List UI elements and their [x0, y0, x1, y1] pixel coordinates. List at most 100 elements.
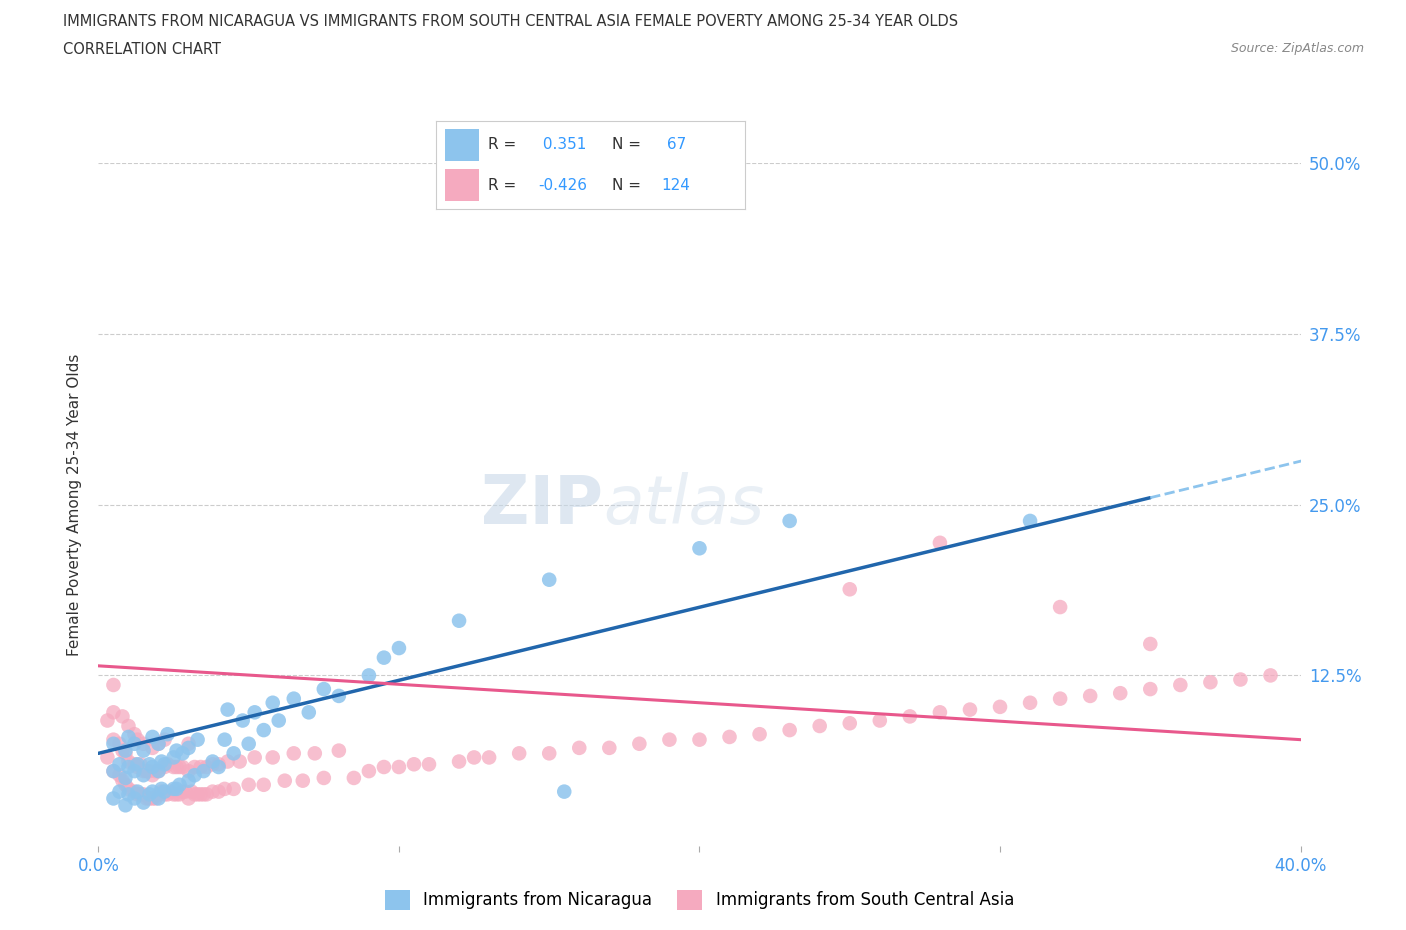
Point: [127, 784, 149, 799]
Point: [180, 784, 202, 799]
Point: [172, 746, 194, 761]
Point: [132, 764, 155, 778]
Point: [193, 764, 215, 778]
Point: [124, 784, 146, 799]
Point: [169, 777, 191, 792]
Point: [117, 719, 139, 734]
Point: [153, 732, 176, 747]
Point: [141, 768, 163, 783]
Text: atlas: atlas: [603, 472, 765, 538]
Point: [1049, 691, 1071, 706]
Point: [108, 757, 131, 772]
Point: [283, 691, 305, 706]
Text: N =: N =: [612, 138, 645, 153]
Point: [283, 746, 305, 761]
Point: [201, 754, 224, 769]
Point: [388, 641, 411, 656]
Point: [304, 746, 326, 761]
Point: [1260, 668, 1282, 683]
Point: [190, 760, 212, 775]
Point: [148, 737, 170, 751]
Point: [127, 787, 149, 802]
Text: R =: R =: [488, 138, 522, 153]
Point: [124, 726, 146, 741]
Point: [135, 764, 157, 778]
Bar: [446, 169, 479, 201]
Point: [153, 784, 176, 799]
Point: [195, 787, 218, 802]
Point: [658, 732, 681, 747]
Text: -0.426: -0.426: [538, 178, 586, 193]
Point: [222, 781, 245, 796]
Point: [141, 791, 163, 806]
Point: [148, 737, 170, 751]
Point: [114, 770, 136, 785]
Point: [96, 750, 118, 764]
Point: [177, 737, 200, 751]
Point: [343, 770, 366, 785]
Point: [177, 791, 200, 806]
Point: [145, 791, 167, 806]
Point: [195, 760, 218, 775]
Point: [114, 743, 136, 758]
Point: [201, 757, 224, 772]
Point: [779, 723, 801, 737]
Text: 124: 124: [662, 178, 690, 193]
Point: [1170, 678, 1192, 693]
Point: [779, 513, 801, 528]
Point: [127, 760, 149, 775]
Point: [138, 764, 160, 778]
Point: [96, 713, 118, 728]
Point: [132, 787, 155, 802]
Point: [187, 787, 209, 802]
Text: 67: 67: [662, 138, 686, 153]
Point: [718, 729, 741, 744]
Point: [117, 729, 139, 744]
Point: [129, 757, 152, 772]
Point: [103, 737, 125, 751]
Point: [373, 760, 395, 775]
Point: [132, 737, 155, 751]
Point: [153, 757, 176, 772]
Point: [232, 713, 254, 728]
Point: [114, 798, 136, 813]
Point: [463, 750, 485, 764]
Point: [124, 764, 146, 778]
Point: [1139, 682, 1161, 697]
Point: [312, 770, 335, 785]
Point: [138, 757, 160, 772]
Point: [291, 773, 314, 788]
Point: [166, 760, 188, 775]
Point: [148, 764, 170, 778]
Point: [132, 743, 155, 758]
Point: [141, 740, 163, 755]
Point: [328, 688, 350, 703]
Point: [148, 764, 170, 778]
Point: [357, 668, 380, 683]
Point: [162, 781, 184, 796]
Point: [111, 773, 134, 788]
Point: [150, 784, 173, 799]
Point: [132, 768, 155, 783]
Point: [1139, 636, 1161, 651]
Point: [373, 650, 395, 665]
Point: [929, 705, 952, 720]
Text: IMMIGRANTS FROM NICARAGUA VS IMMIGRANTS FROM SOUTH CENTRAL ASIA FEMALE POVERTY A: IMMIGRANTS FROM NICARAGUA VS IMMIGRANTS …: [63, 14, 959, 29]
Point: [141, 729, 163, 744]
Point: [1078, 688, 1101, 703]
Point: [208, 760, 231, 775]
Point: [111, 743, 134, 758]
Point: [117, 781, 139, 796]
Point: [114, 746, 136, 761]
Point: [135, 791, 157, 806]
Point: [103, 732, 125, 747]
Point: [124, 791, 146, 806]
Point: [1019, 696, 1042, 711]
Point: [253, 777, 276, 792]
Point: [238, 737, 260, 751]
Point: [312, 682, 335, 697]
Point: [127, 732, 149, 747]
Point: [111, 709, 134, 724]
Point: [148, 791, 170, 806]
Point: [117, 787, 139, 802]
